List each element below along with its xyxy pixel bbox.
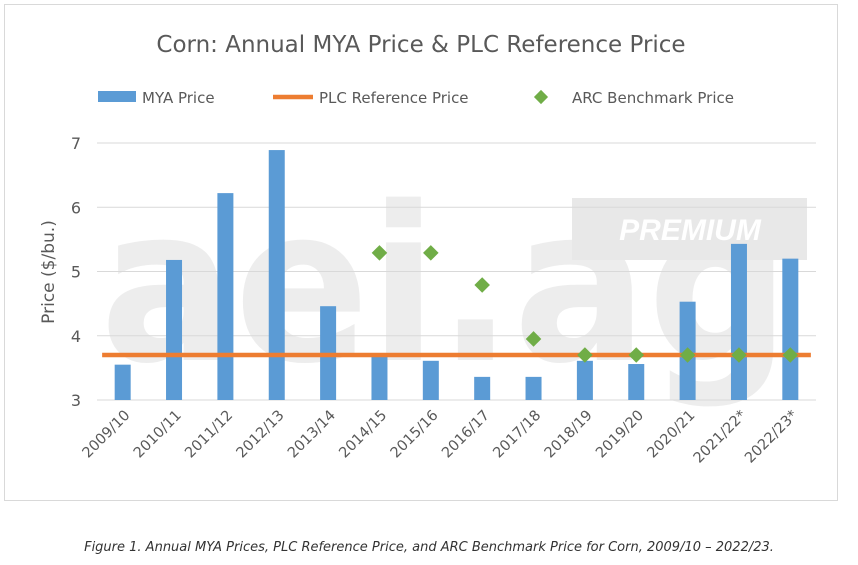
legend-label-arc: ARC Benchmark Price — [572, 89, 734, 107]
x-tick-label: 2016/17 — [439, 408, 493, 462]
watermark-badge-text: PREMIUM — [619, 214, 762, 247]
y-axis-label: Price ($/bu.) — [39, 220, 59, 324]
chart: aei.ag PREMIUM Corn: Annual MYA Price & … — [39, 32, 816, 467]
mya-bar — [422, 360, 439, 400]
y-tick-label: 6 — [71, 198, 81, 217]
mya-bars — [114, 150, 799, 400]
y-tick-label: 7 — [71, 134, 81, 153]
legend-label-mya: MYA Price — [142, 89, 215, 107]
x-tick-label: 2010/11 — [131, 408, 185, 462]
figure-caption: Figure 1. Annual MYA Prices, PLC Referen… — [84, 540, 774, 555]
x-tick-label: 2013/14 — [285, 408, 339, 462]
mya-bar — [166, 259, 183, 400]
mya-bar — [576, 360, 593, 400]
y-tick-label: 5 — [71, 263, 81, 282]
mya-bar — [217, 193, 234, 400]
mya-bar — [730, 243, 747, 400]
x-tick-label: 2022/23* — [742, 408, 801, 467]
mya-bar — [628, 364, 645, 400]
x-tick-label: 2012/13 — [234, 408, 288, 462]
x-tick-label: 2017/18 — [490, 408, 544, 462]
x-tick-label: 2009/10 — [80, 408, 134, 462]
legend-swatch-arc — [533, 89, 549, 105]
y-tick-labels: 3 4 5 6 7 — [71, 134, 81, 410]
x-tick-label: 2020/21 — [645, 408, 699, 462]
mya-bar — [782, 258, 799, 400]
y-tick-label: 4 — [71, 327, 81, 346]
x-tick-label: 2019/20 — [593, 408, 647, 462]
mya-bar — [268, 150, 285, 400]
mya-bar — [371, 355, 388, 400]
chart-title: Corn: Annual MYA Price & PLC Reference P… — [156, 32, 685, 58]
legend-label-plc: PLC Reference Price — [319, 89, 469, 107]
legend-swatch-mya — [98, 91, 136, 102]
watermark: aei.ag PREMIUM — [100, 160, 807, 411]
mya-bar — [525, 376, 542, 400]
y-tick-label: 3 — [71, 391, 81, 410]
legend: MYA Price PLC Reference Price ARC Benchm… — [98, 89, 734, 107]
x-tick-label: 2018/19 — [542, 408, 596, 462]
gridlines — [97, 142, 816, 401]
x-tick-labels: 2009/102010/112011/122012/132013/142014/… — [80, 408, 802, 467]
mya-bar — [474, 376, 491, 400]
x-tick-label: 2014/15 — [336, 408, 390, 462]
mya-bar — [114, 364, 131, 400]
watermark-badge — [572, 198, 807, 260]
x-tick-label: 2011/12 — [182, 408, 236, 462]
x-tick-label: 2015/16 — [388, 408, 442, 462]
x-tick-label: 2021/22* — [691, 408, 750, 467]
